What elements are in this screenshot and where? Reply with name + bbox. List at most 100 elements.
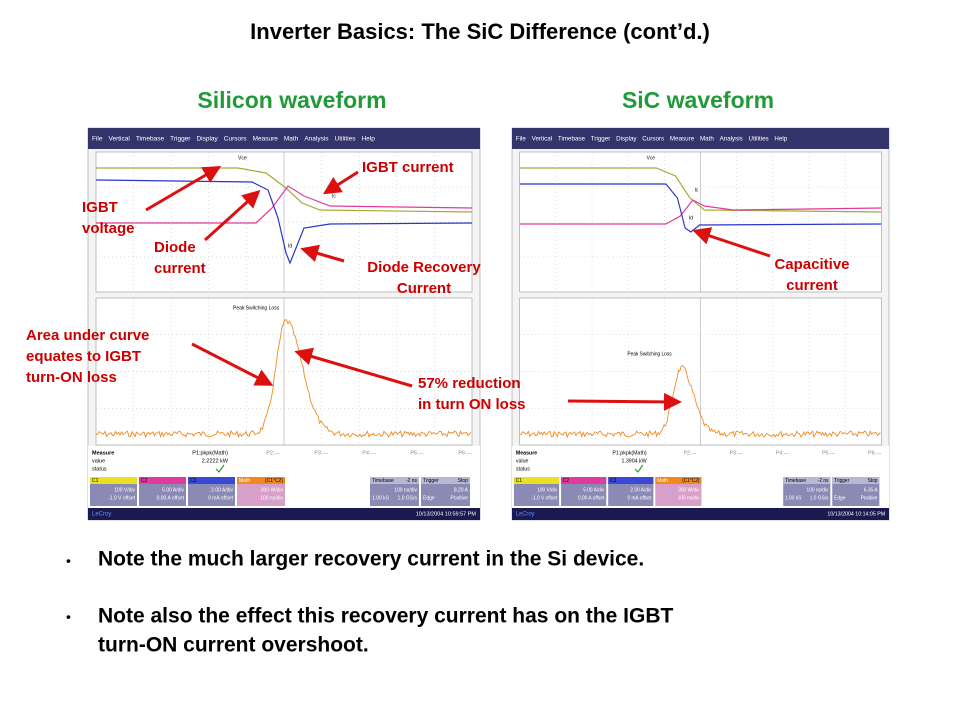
status-check: [215, 464, 225, 473]
bullet-text: turn-ON current overshoot.: [98, 634, 369, 657]
annotation: in turn ON loss: [418, 396, 526, 413]
math-source: (C1*C2): [265, 478, 283, 484]
scope: File Vertical Timebase Trigger Display Cursor…: [511, 127, 890, 521]
timestamp: 10/13/2004 10:14:05 PM: [827, 511, 885, 517]
channel-tag: [139, 477, 186, 484]
menu-item: Timebase: [558, 136, 586, 143]
channel-scale: 2.00 A/div: [630, 487, 652, 493]
menu-item: Help: [774, 136, 787, 143]
channel-tag: [90, 477, 137, 484]
arrow: [567, 392, 682, 411]
bullet-text: Note the much larger recovery current in…: [98, 548, 644, 571]
measure-label: status: [92, 466, 107, 472]
trace-id: [519, 183, 882, 233]
channel-name: C2: [141, 478, 148, 484]
panel-heading: SiC waveform: [622, 87, 774, 113]
channel-scale: 100 V/div: [114, 487, 135, 493]
annotation: Current: [397, 280, 451, 297]
channel-tag: [608, 477, 654, 484]
measure-param: P6:---: [868, 450, 881, 456]
menu-item: Utilities: [335, 136, 357, 143]
channel-scale: 2.00 A/div: [211, 487, 233, 493]
trace-math: [519, 365, 881, 439]
channel-offset: -1.0 V offset: [108, 495, 135, 501]
math-time: 100 ns/div: [678, 495, 700, 501]
channel-name: C3: [190, 478, 197, 484]
math-name: Math: [239, 478, 250, 484]
trace-label: Vce: [238, 155, 247, 161]
arrow: [191, 342, 274, 386]
timebase-value: 1.0 GS/s: [810, 495, 829, 501]
timebase-value: 100 ns/div: [807, 487, 829, 493]
annotation: current: [786, 277, 838, 294]
brand: LeCroy: [92, 512, 111, 518]
math-scale: 300 W/div: [678, 487, 700, 493]
math-label: Peak Switching Loss: [627, 351, 672, 357]
annotation: IGBT: [82, 199, 118, 216]
measure-label: Measure: [92, 450, 114, 456]
trace-id: [95, 179, 473, 265]
measure-param: P6:---: [458, 450, 472, 456]
arrow: [692, 227, 771, 258]
math-name: Math: [657, 478, 668, 484]
menu-item: Display: [616, 136, 637, 143]
math-tag: [237, 477, 285, 484]
measure-label: status: [516, 466, 530, 472]
trigger-value: Edge: [834, 495, 845, 501]
trigger-label: Trigger: [423, 478, 439, 484]
trace-label: Id: [288, 243, 292, 249]
arrows: [145, 165, 771, 411]
menu-item: Measure: [253, 136, 279, 143]
measure-param: P3:---: [314, 450, 328, 456]
math-label: Peak Switching Loss: [233, 305, 280, 311]
measure-label: Measure: [516, 450, 537, 456]
menu-item: Trigger: [591, 136, 611, 143]
trace-label: Id: [689, 215, 693, 221]
channel-offset: 0 mA offset: [628, 495, 653, 501]
annotation: IGBT current: [362, 159, 454, 176]
timebase-tag: [370, 477, 419, 484]
trace-label: Ic: [332, 193, 336, 199]
timebase-tag: [783, 477, 831, 484]
channel-name: C2: [563, 478, 569, 484]
channel-name: C1: [516, 478, 522, 484]
annotations: IGBT current IGBT voltage Diode current Diode…: [26, 159, 850, 413]
menu-item: Vertical: [108, 136, 130, 143]
measure-value: 2.2222 kW: [202, 458, 229, 464]
channel-offset: 0.00 A offset: [578, 495, 605, 501]
trigger-value: Positive: [450, 495, 468, 501]
scopes: File Vertical Timebase Trigger Display Cursor…: [87, 127, 890, 521]
timebase-value: 1.0 GS/s: [398, 495, 418, 501]
timebase-value: 100 ns/div: [394, 487, 417, 493]
channel-offset: -1.0 V offset: [531, 495, 557, 501]
measure-param: P5:---: [822, 450, 835, 456]
timebase-value: -2 ns: [818, 478, 829, 484]
timebase-value: 1.00 kS: [785, 495, 802, 501]
annotation: current: [154, 260, 206, 277]
menu-item: File: [92, 136, 103, 143]
measure-value: 1.3904 kW: [621, 458, 647, 464]
annotation: Area under curve: [26, 327, 149, 344]
math-source: (C1*C2): [682, 478, 700, 484]
menu-item: Timebase: [136, 136, 165, 143]
math-scale: 300 W/div: [261, 487, 284, 493]
trace-ic: [96, 185, 473, 224]
trace-label: Ic: [695, 187, 699, 193]
timebase-label: Timebase: [372, 478, 394, 484]
trigger-tag: [832, 477, 880, 484]
annotation: voltage: [82, 220, 135, 237]
arrow: [300, 244, 345, 263]
measure-param: P1:pkpk(Math): [612, 450, 646, 456]
slide-title: Inverter Basics: The SiC Difference (con…: [250, 19, 710, 44]
measure-param: P4:---: [776, 450, 789, 456]
trigger-tag: [421, 477, 470, 484]
bullet-dot: •: [66, 553, 71, 569]
arrow: [203, 189, 261, 242]
menu-item: Display: [196, 136, 218, 143]
menu-item: File: [516, 136, 526, 143]
arrow: [145, 165, 222, 212]
trace-ic: [519, 199, 882, 225]
timebase-value: -2 ns: [406, 478, 418, 484]
measure-param: P3:---: [730, 450, 743, 456]
